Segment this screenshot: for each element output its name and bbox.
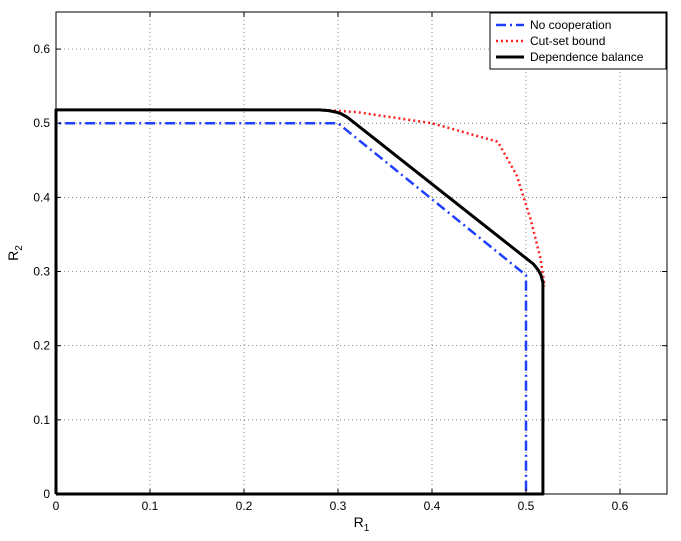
y-tick-label-2: 0.2: [33, 339, 50, 353]
y-axis-label: R2: [5, 245, 25, 261]
x-tick-label-1: 0.1: [142, 499, 159, 513]
legend-items: No cooperation Cut-set bound Dependence ba…: [496, 18, 644, 64]
y-axis-label-subscript: 2: [14, 245, 25, 251]
legend-label-no-cooperation: No cooperation: [530, 18, 611, 32]
legend: No cooperation Cut-set bound Dependence ba…: [489, 12, 667, 70]
x-tick-label-5: 0.5: [518, 499, 535, 513]
y-tick-label-5: 0.5: [33, 116, 50, 130]
series-line-dependence-balance: [54, 108, 545, 496]
y-tick-label-6: 0.6: [33, 42, 50, 56]
series-line-cut-set-bound: [323, 108, 547, 287]
y-tick-label-1: 0.1: [33, 413, 50, 427]
y-tick-label-3: 0.3: [33, 265, 50, 279]
x-tick-label-6: 0.6: [612, 499, 629, 513]
x-axis-label-subscript: 1: [364, 523, 370, 534]
x-tick-label-4: 0.4: [424, 499, 441, 513]
y-tick-label-4: 0.4: [33, 190, 50, 204]
x-axis-label-main: R: [354, 514, 364, 530]
plot-frame: [55, 11, 668, 495]
y-axis-label-main: R: [5, 251, 21, 261]
y-tick-label-0: 0: [43, 487, 50, 501]
x-tick-label-3: 0.3: [330, 499, 347, 513]
grid-lines: [56, 12, 667, 494]
x-tick-label-2: 0.2: [236, 499, 253, 513]
legend-box: [489, 12, 667, 70]
legend-label-cut-set-bound: Cut-set bound: [530, 34, 605, 48]
x-axis-label: R1: [354, 514, 370, 534]
legend-label-dependence-balance: Dependence balance: [530, 50, 644, 64]
axis-ticks: 0 0.1 0.2 0.3 0.4 0.5 0.6 0 0.1 0.2 0.3 0.4 0.5 0.6: [33, 12, 667, 513]
x-tick-label-0: 0: [53, 499, 60, 513]
